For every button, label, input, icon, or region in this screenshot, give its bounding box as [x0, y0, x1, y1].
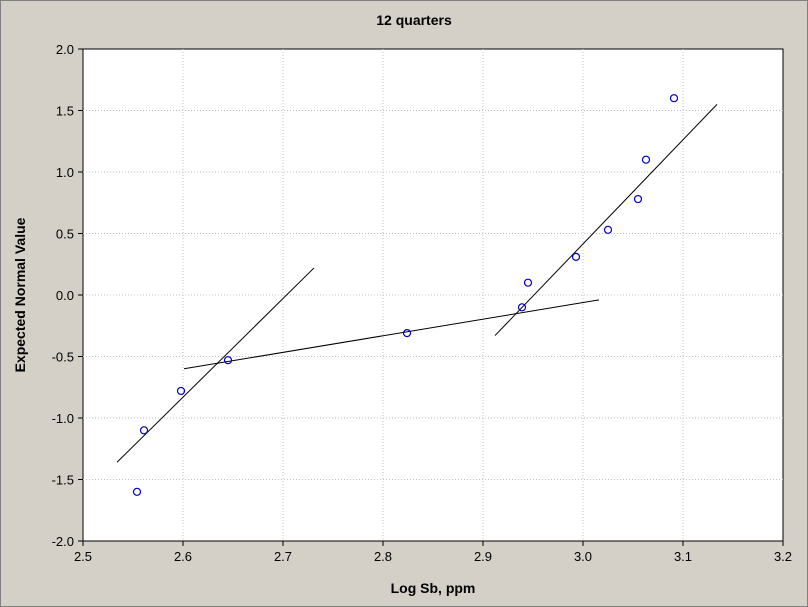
y-axis-label: Expected Normal Value — [12, 217, 28, 372]
x-tick-label: 3.0 — [574, 549, 592, 564]
fit-line — [116, 267, 315, 463]
data-point — [523, 278, 533, 287]
data-point — [139, 426, 149, 435]
x-tick-label: 2.6 — [174, 549, 192, 564]
data-point — [669, 94, 679, 103]
data-point — [223, 356, 233, 365]
y-tick-labels: 2.0 1.5 1.0 0.5 0.0 -0.5 -1.0 -1.5 -2.0 — [52, 42, 74, 549]
data-point — [633, 194, 643, 204]
axis-ticks — [78, 48, 784, 546]
x-tick-label: 2.9 — [474, 549, 492, 564]
x-tick-label: 3.1 — [674, 549, 692, 564]
x-tick-labels: 2.5 2.6 2.7 2.8 2.9 3.0 3.1 3.2 — [74, 549, 792, 564]
x-tick-label: 2.5 — [74, 549, 92, 564]
x-tick-label: 2.8 — [374, 549, 392, 564]
x-tick-label: 2.7 — [274, 549, 292, 564]
y-tick-label: -2.0 — [52, 534, 74, 549]
data-point — [571, 252, 581, 261]
x-axis-label: Log Sb, ppm — [391, 580, 476, 596]
plot-area — [82, 48, 784, 542]
grid-lines — [83, 49, 783, 541]
data-point — [517, 303, 527, 312]
data-points — [132, 94, 679, 496]
chart-title: 12 quarters — [376, 12, 452, 28]
y-tick-label: -0.5 — [52, 350, 74, 365]
y-tick-label: 0.0 — [56, 288, 74, 303]
y-tick-label: -1.0 — [52, 411, 74, 426]
x-tick-label: 3.2 — [774, 549, 792, 564]
y-tick-label: 1.0 — [56, 165, 74, 180]
y-tick-label: -1.5 — [52, 473, 74, 488]
y-tick-label: 1.5 — [56, 104, 74, 119]
y-tick-label: 0.5 — [56, 227, 74, 242]
data-point — [641, 155, 651, 164]
data-point — [402, 329, 412, 338]
fit-lines — [116, 104, 718, 463]
fit-line — [183, 299, 600, 370]
y-tick-label: 2.0 — [56, 42, 74, 57]
data-point — [176, 386, 186, 396]
data-point — [132, 487, 142, 496]
fit-line — [494, 104, 718, 336]
data-point — [603, 225, 613, 234]
